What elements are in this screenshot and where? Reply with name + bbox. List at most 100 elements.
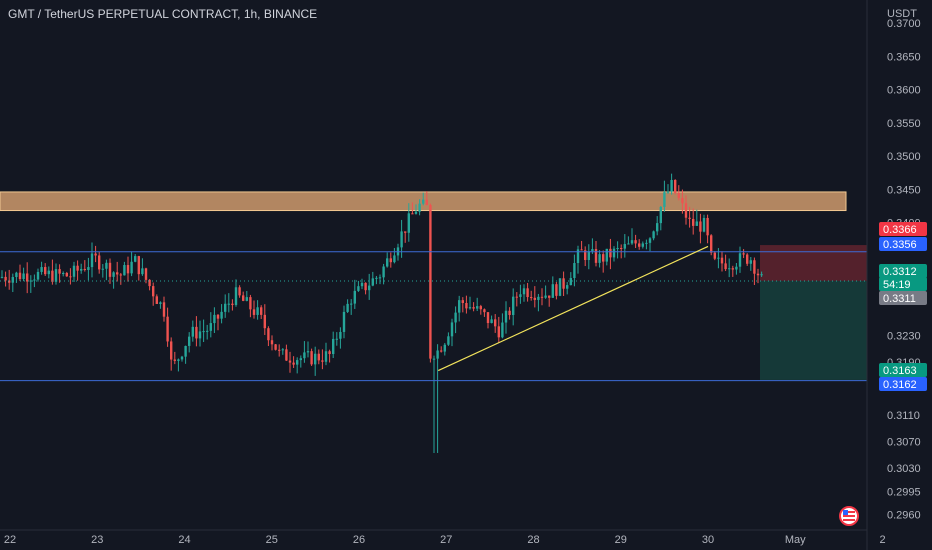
candle: [335, 332, 338, 346]
price-axis[interactable]: 0.37000.36500.36000.35500.35000.34500.34…: [887, 18, 921, 521]
candle: [166, 307, 169, 347]
stop-loss-zone[interactable]: [760, 245, 867, 281]
candle: [263, 304, 266, 335]
candle: [616, 241, 619, 259]
candle: [641, 241, 644, 249]
candle: [450, 318, 454, 347]
candle: [162, 296, 166, 322]
candle: [4, 271, 7, 287]
candle: [742, 249, 745, 259]
candle: [663, 180, 666, 212]
candle: [580, 240, 583, 251]
trendline[interactable]: [437, 245, 709, 372]
candle: [728, 258, 731, 278]
candle: [670, 173, 673, 195]
candle: [310, 348, 313, 366]
candle: [170, 337, 173, 371]
price-tag: 0.3163: [879, 363, 927, 377]
time-tick-label: 27: [440, 534, 452, 546]
candle: [692, 208, 695, 235]
candle: [562, 271, 565, 297]
candle: [375, 275, 378, 285]
candle: [468, 296, 472, 310]
svg-text:54:19: 54:19: [883, 279, 911, 291]
candle: [249, 294, 252, 318]
candle: [195, 316, 198, 347]
candle: [386, 252, 389, 268]
time-tick-label: 22: [4, 534, 16, 546]
candle: [242, 291, 245, 302]
candle: [303, 341, 306, 363]
candle: [328, 349, 331, 363]
candle: [382, 263, 385, 285]
candle: [227, 293, 230, 313]
candle: [119, 272, 122, 285]
candle: [11, 273, 14, 293]
candle: [44, 263, 47, 276]
price-tick-label: 0.3070: [887, 437, 921, 449]
candle: [436, 344, 439, 453]
candle: [677, 185, 680, 201]
candle: [87, 257, 90, 281]
candle: [555, 282, 558, 300]
candle: [573, 254, 576, 287]
candle: [18, 264, 22, 281]
candle: [735, 262, 738, 275]
candle: [472, 302, 475, 312]
candle: [378, 274, 382, 285]
candle: [76, 260, 79, 281]
candle: [490, 315, 493, 324]
price-tag: 0.3312: [879, 264, 927, 278]
candle: [699, 213, 702, 244]
candle: [58, 264, 61, 283]
candle: [425, 191, 428, 206]
candle: [458, 295, 461, 322]
candle: [461, 297, 464, 313]
time-tick-label: May: [785, 534, 806, 546]
candle: [256, 300, 259, 320]
candle: [594, 240, 598, 267]
candle: [152, 282, 155, 306]
candle: [137, 255, 140, 281]
candle: [65, 271, 68, 277]
candle: [209, 312, 212, 338]
candle: [371, 271, 374, 287]
candle: [551, 276, 554, 298]
candle: [40, 261, 43, 275]
candle: [494, 314, 497, 333]
price-tag: 0.3162: [879, 377, 927, 391]
candle: [321, 349, 324, 370]
candle: [306, 341, 310, 358]
candle: [407, 203, 410, 242]
price-tag: 0.3311: [879, 291, 927, 305]
candle: [90, 242, 94, 278]
take-profit-zone[interactable]: [760, 280, 867, 380]
candle: [184, 345, 187, 364]
candle: [429, 203, 432, 363]
candle: [177, 358, 180, 372]
svg-text:0.3366: 0.3366: [883, 224, 917, 236]
candle: [454, 306, 457, 334]
candle: [587, 244, 590, 270]
candle: [540, 288, 544, 306]
candle: [47, 266, 50, 279]
candle: [234, 279, 238, 307]
flag-icon[interactable]: [839, 506, 859, 526]
candle: [112, 271, 115, 289]
time-axis[interactable]: 22 23 24 25 26 27 28 29 30 May 2: [4, 534, 886, 546]
candle: [339, 327, 342, 349]
candle: [414, 204, 418, 215]
candle: [353, 279, 356, 309]
candle: [281, 348, 284, 355]
candle: [72, 261, 76, 282]
candle: [126, 256, 130, 282]
price-tick-label: 0.3650: [887, 51, 921, 63]
candle: [598, 250, 601, 268]
price-tag: 54:19: [879, 277, 927, 291]
price-tick-label: 0.3230: [887, 330, 921, 342]
candle: [440, 346, 443, 353]
candle: [702, 214, 706, 233]
candle: [94, 245, 97, 263]
price-tick-label: 0.2995: [887, 486, 921, 498]
